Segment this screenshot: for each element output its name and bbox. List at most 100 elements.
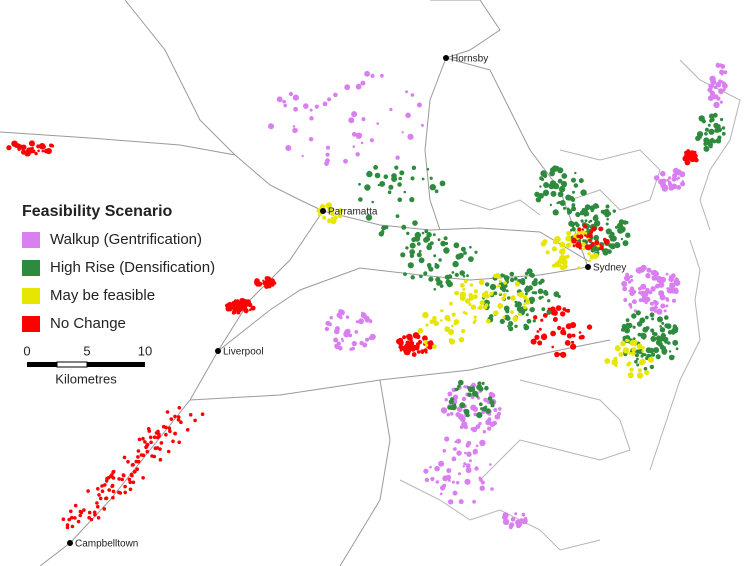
site [107, 488, 111, 492]
site [659, 327, 666, 333]
site [164, 425, 168, 430]
place-marker [67, 540, 73, 546]
site [70, 524, 75, 529]
site [460, 246, 466, 252]
site [501, 296, 506, 301]
site [654, 300, 659, 306]
site [717, 135, 722, 140]
site [721, 131, 726, 136]
site [370, 73, 375, 78]
site [92, 510, 97, 515]
site [557, 167, 564, 174]
site [503, 275, 510, 281]
site [550, 330, 556, 337]
site [708, 128, 715, 135]
site [514, 324, 518, 328]
site [405, 112, 411, 119]
site [173, 431, 177, 436]
site [185, 428, 190, 432]
site [564, 340, 571, 346]
site [371, 200, 375, 204]
site [707, 95, 714, 101]
site [662, 184, 669, 191]
site [505, 289, 509, 293]
site [459, 295, 466, 301]
site [73, 516, 77, 520]
site [625, 232, 631, 238]
site [395, 155, 400, 160]
site [584, 244, 591, 251]
coastline [459, 199, 541, 216]
site [255, 283, 260, 287]
site [137, 437, 142, 442]
site [412, 220, 418, 226]
site [37, 149, 40, 153]
site [44, 148, 49, 154]
site [695, 135, 701, 141]
site [565, 256, 568, 259]
site [530, 338, 537, 345]
site [123, 490, 127, 495]
site [61, 517, 66, 521]
site [443, 247, 450, 254]
site [294, 128, 298, 132]
site [425, 323, 429, 327]
site [111, 495, 115, 500]
site [479, 439, 486, 447]
site [301, 154, 304, 158]
site [584, 219, 588, 223]
site [560, 351, 567, 358]
site [661, 321, 665, 325]
site [497, 411, 501, 416]
site [432, 233, 436, 237]
site [622, 286, 628, 292]
site [270, 278, 275, 284]
site [673, 289, 679, 294]
site [158, 447, 162, 451]
site [401, 131, 404, 134]
site [668, 176, 672, 180]
site [690, 150, 695, 155]
place-label: Hornsby [451, 54, 488, 65]
site [638, 266, 643, 271]
site [571, 206, 577, 212]
site [664, 315, 669, 320]
site [322, 215, 327, 220]
site [459, 416, 466, 422]
site [529, 308, 533, 312]
site [102, 507, 107, 511]
site [655, 335, 662, 342]
site [322, 101, 328, 107]
site [599, 245, 604, 251]
site [41, 144, 46, 150]
site [495, 273, 501, 279]
site [420, 123, 424, 127]
site [148, 435, 153, 440]
site [640, 283, 647, 290]
legend-label: Walkup (Gentrification) [50, 231, 202, 248]
site [569, 322, 577, 329]
place-marker [215, 348, 221, 354]
site [423, 348, 428, 353]
site [515, 301, 522, 308]
site [622, 240, 629, 247]
site [410, 275, 415, 280]
site [403, 272, 407, 276]
site [653, 305, 658, 310]
site [389, 107, 393, 112]
site [465, 467, 472, 474]
site [619, 220, 623, 224]
site [502, 292, 507, 298]
site [403, 190, 407, 194]
site [453, 447, 457, 451]
site [688, 157, 693, 161]
site [422, 335, 428, 342]
site [282, 99, 286, 104]
site [145, 442, 150, 447]
site [418, 249, 422, 253]
site [505, 316, 511, 321]
site [707, 123, 711, 127]
site [486, 318, 491, 324]
site [576, 234, 580, 239]
site [188, 413, 193, 417]
